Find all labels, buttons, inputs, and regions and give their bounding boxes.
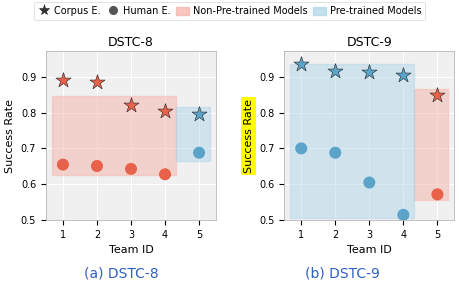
Point [331,69,339,74]
Y-axis label: Success Rate: Success Rate [244,99,253,173]
Legend: Corpus E., Human E., Non-Pre-trained Models, Pre-trained Models: Corpus E., Human E., Non-Pre-trained Mod… [34,2,425,20]
Point [434,92,441,97]
Point [127,166,134,171]
Point [400,73,407,77]
Point [93,164,101,168]
Point [59,78,67,82]
Point [196,112,203,117]
X-axis label: Team ID: Team ID [347,245,392,255]
Point [297,146,305,151]
Point [93,80,101,84]
Point [297,62,305,66]
Point [162,108,169,113]
Point [366,180,373,185]
Text: (a) DSTC-8: (a) DSTC-8 [84,267,159,280]
Point [366,70,373,75]
Point [162,172,169,176]
Point [127,103,134,108]
Title: DSTC-8: DSTC-8 [108,36,154,49]
Text: (b) DSTC-9: (b) DSTC-9 [304,267,380,280]
Point [59,162,67,167]
Title: DSTC-9: DSTC-9 [347,36,392,49]
Y-axis label: Success Rate: Success Rate [5,99,15,173]
X-axis label: Team ID: Team ID [109,245,153,255]
Point [400,212,407,217]
Point [196,150,203,155]
Point [434,192,441,197]
Point [331,150,339,155]
